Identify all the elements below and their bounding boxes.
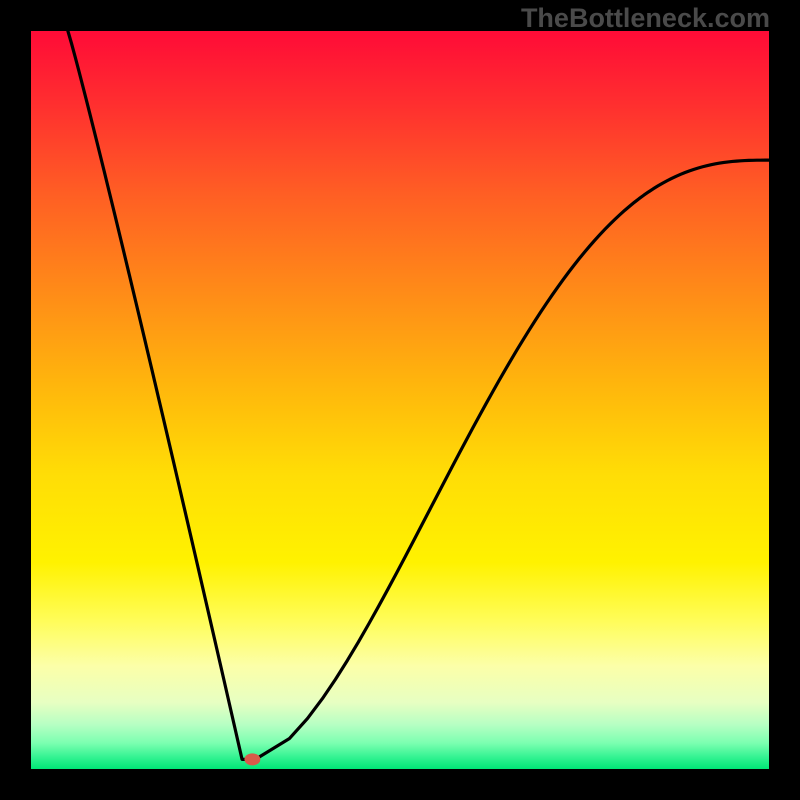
watermark-text: TheBottleneck.com <box>521 3 770 34</box>
plot-area <box>31 31 769 769</box>
chart-svg <box>31 31 769 769</box>
valley-marker <box>244 753 260 765</box>
chart-stage: TheBottleneck.com <box>0 0 800 800</box>
bottleneck-curve <box>68 31 769 759</box>
